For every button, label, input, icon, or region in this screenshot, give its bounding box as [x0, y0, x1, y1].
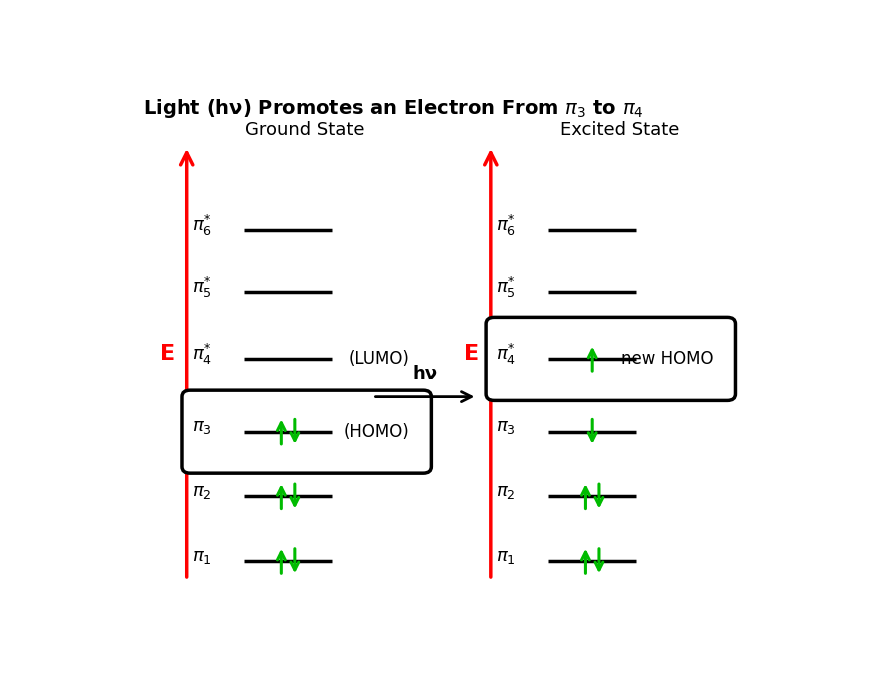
Text: Light (hν) Promotes an Electron From $\pi_3$ to $\pi_4$: Light (hν) Promotes an Electron From $\p…	[143, 97, 644, 120]
Text: $\pi_{3}$: $\pi_{3}$	[192, 419, 212, 436]
Text: Excited State: Excited State	[560, 121, 679, 139]
Text: new HOMO: new HOMO	[622, 350, 714, 368]
Text: (HOMO): (HOMO)	[344, 423, 410, 441]
Text: hν: hν	[412, 365, 438, 383]
Text: Ground State: Ground State	[245, 121, 364, 139]
Text: $\pi_{6}^{*}$: $\pi_{6}^{*}$	[192, 213, 212, 238]
FancyBboxPatch shape	[182, 390, 432, 473]
Text: E: E	[160, 344, 175, 363]
Text: $\pi_{2}$: $\pi_{2}$	[496, 483, 516, 501]
FancyBboxPatch shape	[486, 317, 735, 400]
Text: $\pi_{3}$: $\pi_{3}$	[496, 419, 516, 436]
Text: $\pi_{1}$: $\pi_{1}$	[496, 547, 516, 566]
Text: E: E	[465, 344, 480, 363]
Text: $\pi_{5}^{*}$: $\pi_{5}^{*}$	[496, 274, 516, 300]
Text: $\pi_{2}$: $\pi_{2}$	[192, 483, 212, 501]
Text: $\pi_{1}$: $\pi_{1}$	[192, 547, 212, 566]
Text: $\pi_{4}^{*}$: $\pi_{4}^{*}$	[192, 342, 212, 367]
Text: $\pi_{6}^{*}$: $\pi_{6}^{*}$	[496, 213, 516, 238]
Text: (LUMO): (LUMO)	[349, 350, 410, 368]
Text: $\pi_{4}^{*}$: $\pi_{4}^{*}$	[496, 342, 516, 367]
Text: $\pi_{5}^{*}$: $\pi_{5}^{*}$	[192, 274, 212, 300]
